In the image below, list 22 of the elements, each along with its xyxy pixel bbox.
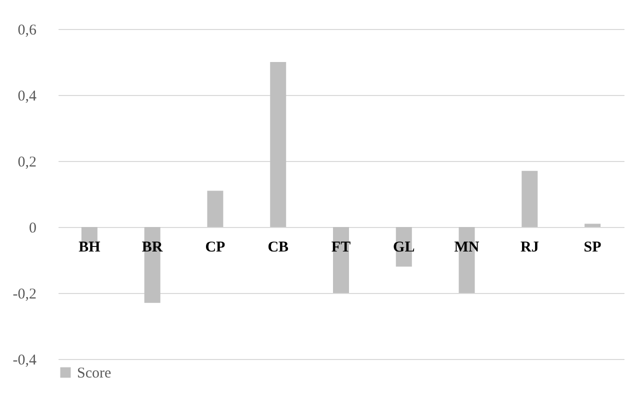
x-tick-label: BR	[142, 240, 163, 256]
x-tick-label: SP	[584, 240, 602, 256]
x-tick-label: BH	[78, 240, 101, 256]
x-tick-label: FT	[331, 240, 351, 256]
x-tick-label: CP	[205, 240, 226, 256]
y-tick-label: 0	[29, 220, 36, 236]
x-tick-label: MN	[454, 240, 480, 256]
y-tick-label: -0,4	[12, 352, 37, 368]
y-tick-label: -0,2	[12, 286, 36, 302]
x-tick-label: CB	[268, 240, 289, 256]
bar	[333, 227, 349, 293]
x-tick-label: GL	[393, 240, 415, 256]
bar	[81, 227, 98, 244]
y-tick-label: 0,6	[18, 22, 37, 38]
bar	[270, 62, 286, 227]
y-tick-label: 0,4	[18, 88, 37, 104]
y-tick-label: 0,2	[18, 154, 36, 170]
bar	[584, 224, 601, 227]
bar	[522, 170, 538, 227]
x-tick-label: RJ	[520, 240, 540, 256]
legend-label: Score	[77, 366, 112, 382]
bar	[207, 190, 224, 227]
